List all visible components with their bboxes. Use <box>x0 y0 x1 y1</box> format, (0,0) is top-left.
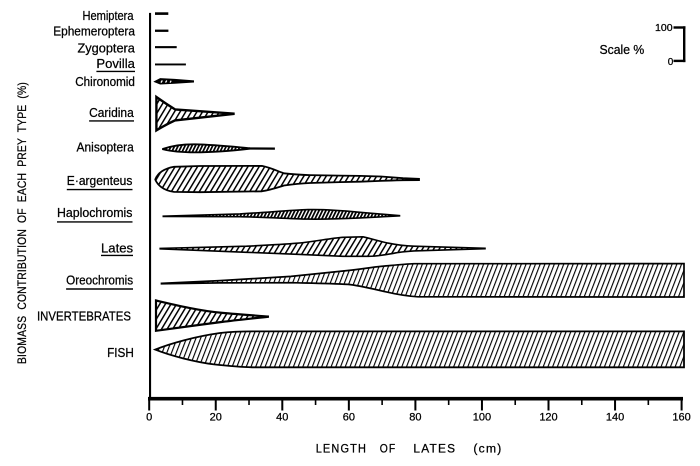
svg-text:(cm): (cm) <box>473 444 502 456</box>
svg-text:Haplochromis: Haplochromis <box>57 206 132 220</box>
svg-text:40: 40 <box>276 412 288 424</box>
svg-text:160: 160 <box>672 412 690 424</box>
svg-text:LATES: LATES <box>413 444 456 456</box>
svg-text:60: 60 <box>343 412 355 424</box>
svg-text:INVERTEBRATES: INVERTEBRATES <box>37 309 131 323</box>
svg-text:80: 80 <box>409 412 421 424</box>
svg-text:140: 140 <box>606 412 624 424</box>
svg-text:Oreochromis: Oreochromis <box>66 274 133 288</box>
svg-text:120: 120 <box>539 412 557 424</box>
svg-text:0: 0 <box>668 57 674 68</box>
svg-text:BIOMASS CONTRIBUTION OF EACH P: BIOMASS CONTRIBUTION OF EACH PREY TYPE (… <box>15 82 29 364</box>
svg-text:0: 0 <box>146 412 152 424</box>
svg-text:100: 100 <box>473 412 491 424</box>
svg-text:Lates: Lates <box>101 241 133 255</box>
svg-text:Hemiptera: Hemiptera <box>83 9 134 23</box>
svg-text:Scale %: Scale % <box>600 42 645 57</box>
svg-text:OF: OF <box>380 444 397 456</box>
svg-text:100: 100 <box>655 23 673 34</box>
svg-text:LENGTH: LENGTH <box>316 444 367 456</box>
svg-text:Caridina: Caridina <box>89 106 134 120</box>
svg-text:FISH: FISH <box>107 346 134 360</box>
svg-text:Ephemeroptera: Ephemeroptera <box>53 25 135 39</box>
svg-text:Anisoptera: Anisoptera <box>77 140 134 154</box>
svg-text:Zygoptera: Zygoptera <box>77 42 134 56</box>
svg-text:20: 20 <box>210 412 222 424</box>
svg-text:Chironomid: Chironomid <box>75 75 135 89</box>
svg-text:E·argenteus: E·argenteus <box>67 174 133 188</box>
svg-text:Povilla: Povilla <box>96 57 135 71</box>
